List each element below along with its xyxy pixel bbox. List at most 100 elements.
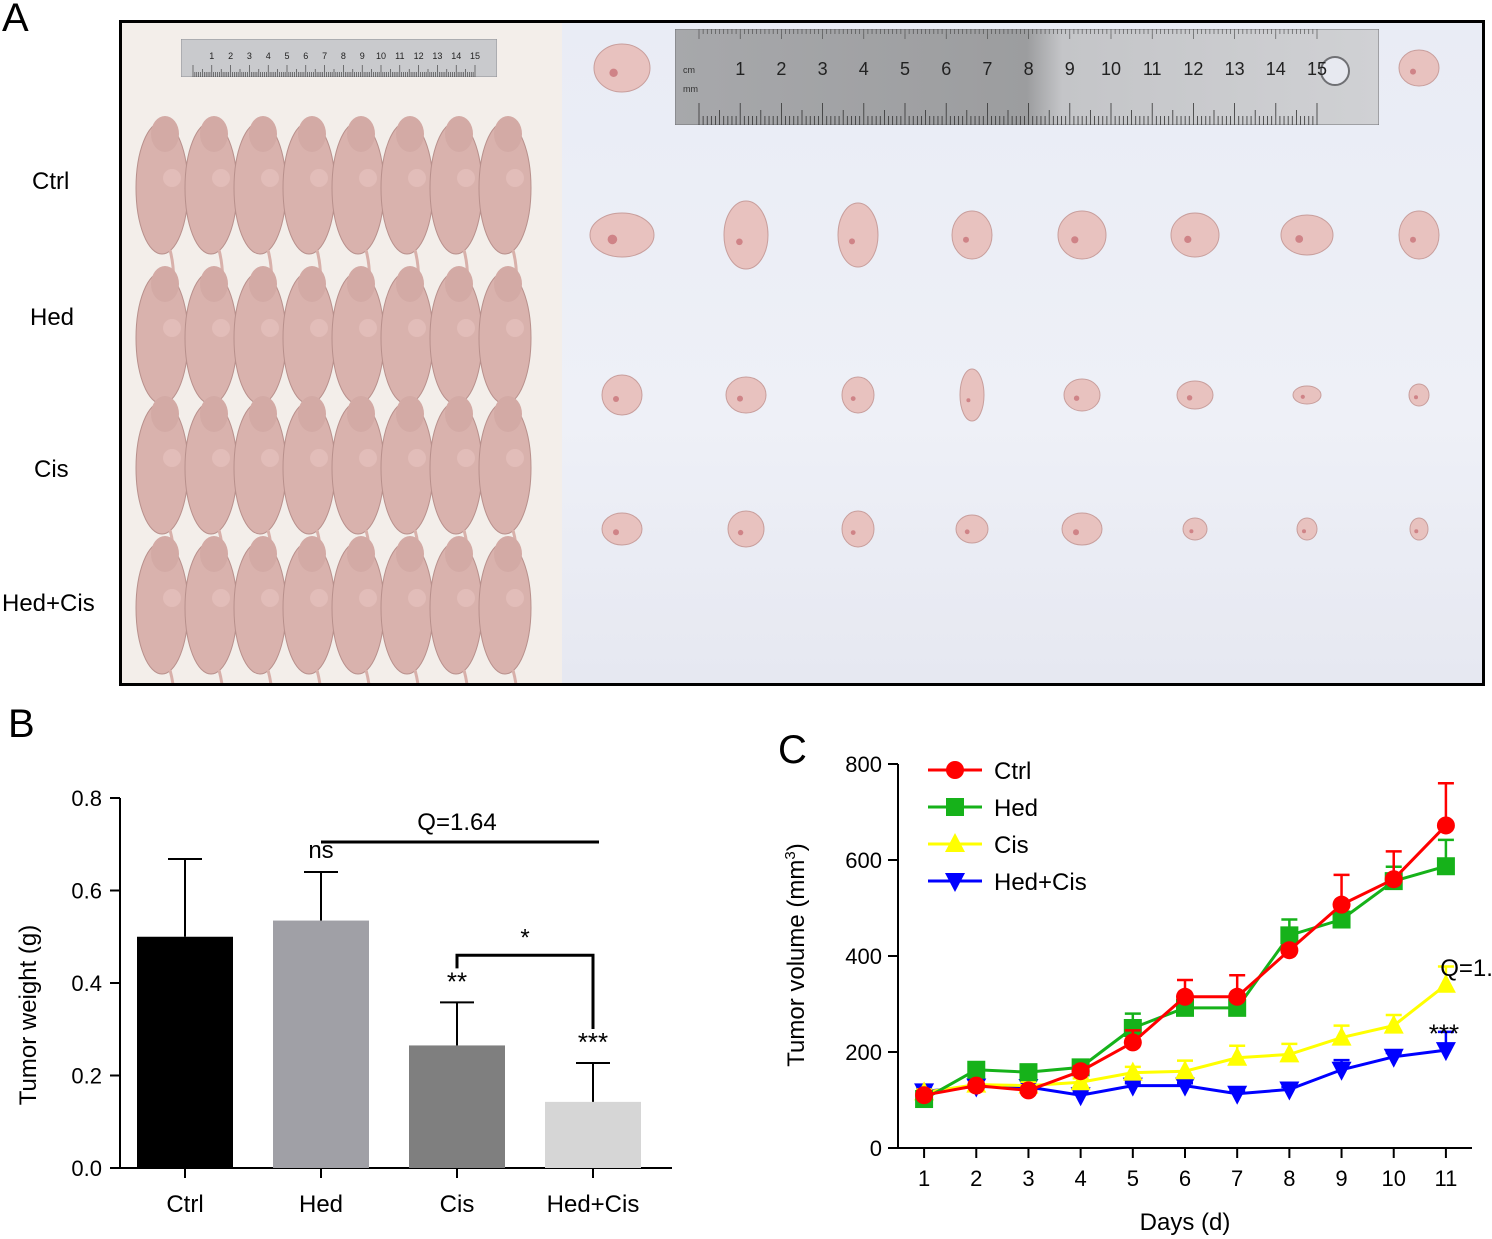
line-x-tick-label: 8 (1283, 1166, 1295, 1191)
mouse-head (396, 536, 424, 572)
point-ctrl (1228, 987, 1247, 1006)
mouse-tumor (310, 169, 328, 187)
point-ctrl (1436, 816, 1455, 835)
line-y-tick-label: 400 (845, 944, 882, 969)
mouse-tumor (408, 169, 426, 187)
tumor-blood-spot (609, 68, 618, 77)
legend-label-hed-cis: Hed+Cis (994, 869, 1087, 896)
legend-marker-cis (945, 833, 965, 852)
legend-label-ctrl: Ctrl (994, 758, 1031, 785)
mouse-tumor (212, 589, 230, 607)
tumor-blood-spot (966, 398, 971, 403)
mouse-head (249, 266, 277, 302)
legend-label-cis: Cis (994, 832, 1029, 859)
mouse-tumor (261, 169, 279, 187)
panel-letter-b: B (8, 702, 35, 746)
mouse-tumor (359, 589, 377, 607)
mouse-head (151, 116, 179, 152)
small-ruler-number: 10 (376, 51, 386, 61)
tumor (1408, 383, 1430, 407)
large-ruler-number: 14 (1266, 59, 1286, 79)
mouse-head (494, 536, 522, 572)
bar-x-tick-label: Hed (299, 1191, 343, 1218)
small-ruler-number: 13 (432, 51, 442, 61)
tumor (1063, 378, 1101, 412)
ruler-unit-mm: mm (683, 84, 698, 94)
mouse-head (298, 536, 326, 572)
series-hed (915, 838, 1455, 1109)
mouse-head (494, 266, 522, 302)
point-cis (1435, 973, 1456, 993)
tumor (841, 510, 875, 548)
mouse-head (347, 396, 375, 432)
annotation-cis-sig: ** (447, 966, 467, 996)
tumor (601, 374, 643, 416)
point-hed-cis (1331, 1061, 1352, 1081)
mouse-tail (413, 669, 420, 683)
mouse-head (249, 396, 277, 432)
point-hed-cis (1383, 1048, 1404, 1068)
tumor (1176, 380, 1214, 410)
mouse-tumor (506, 319, 524, 337)
tumor-blood-spot (1186, 395, 1193, 401)
small-ruler-number: 7 (322, 51, 327, 61)
tumor-blood-spot (1414, 529, 1419, 534)
mouse-tumor (506, 589, 524, 607)
large-ruler-number: 13 (1225, 59, 1245, 79)
mouse-head (347, 266, 375, 302)
large-ruler-number: 7 (982, 59, 992, 79)
tumor-blood-spot (1410, 236, 1416, 243)
small-ruler-number: 9 (360, 51, 365, 61)
mouse-head (347, 116, 375, 152)
tumor (1057, 210, 1107, 260)
mouse-tumor (457, 589, 475, 607)
mouse-head (445, 116, 473, 152)
mouse-tumor (310, 589, 328, 607)
large-ruler-number: 6 (941, 59, 951, 79)
mouse-head (445, 266, 473, 302)
bar-x-tick-label: Ctrl (166, 1191, 203, 1218)
bar-hed-cis (545, 1101, 641, 1168)
tumor (1398, 49, 1440, 87)
small-ruler: 1 2 3 4 5 6 7 8 9 10 11 12 13 14 15 (181, 39, 497, 77)
line-x-tick-label: 7 (1231, 1166, 1243, 1191)
bar-y-tick-label: 0.8 (71, 786, 102, 811)
large-ruler-number: 1 (735, 59, 745, 79)
point-cis (1227, 1046, 1248, 1066)
mouse-head (396, 396, 424, 432)
point-hed (1332, 910, 1351, 929)
series-ctrl (915, 781, 1455, 1105)
bracket-cis-vs-hedcis (455, 953, 595, 1030)
group-label-ctrl: Ctrl (32, 168, 70, 195)
tumor-weight-bar-chart: Tumor weight (g) 0.0 0.2 0.4 0.6 0.8 Ctrl Hed C… (15, 786, 672, 1218)
tumor-blood-spot (1295, 235, 1304, 243)
tumor-blood-spot (1073, 529, 1079, 536)
large-ruler: cm mm 1 2 3 4 5 6 7 8 9 10 11 12 13 14 15 (675, 29, 1379, 125)
bar-x-tick-label: Cis (440, 1191, 475, 1218)
point-cis (1279, 1043, 1300, 1063)
point-hed-cis (1122, 1077, 1143, 1097)
point-ctrl (1176, 987, 1194, 1006)
line-x-tick-label: 10 (1381, 1166, 1405, 1191)
tumor-blood-spot (850, 396, 856, 401)
point-cis (1070, 1071, 1091, 1091)
large-ruler-number: 5 (900, 59, 910, 79)
line-y-tick-label: 0 (870, 1136, 882, 1161)
tumor (593, 43, 651, 93)
point-hed-cis (1070, 1087, 1091, 1107)
bar-x-tick-label: Hed+Cis (547, 1191, 640, 1218)
tumor-blood-spot (850, 530, 856, 535)
photo-panel: 1 2 3 4 5 6 7 8 9 10 11 12 13 14 15 cm mm 1 2 3 4 5 6 7 8 9 10 1… (119, 20, 1485, 686)
mouse-tumor (261, 589, 279, 607)
tumor (1280, 214, 1334, 256)
line-x-tick-label: 4 (1075, 1166, 1087, 1191)
mouse-tail (315, 669, 322, 683)
mouse-head (200, 396, 228, 432)
small-ruler-number: 2 (228, 51, 233, 61)
mouse-tail (217, 669, 224, 683)
large-ruler-number: 3 (818, 59, 828, 79)
point-cis (1175, 1060, 1195, 1080)
panel-letter-a: A (2, 0, 29, 40)
mouse-head (200, 536, 228, 572)
mouse-tumor (163, 319, 181, 337)
